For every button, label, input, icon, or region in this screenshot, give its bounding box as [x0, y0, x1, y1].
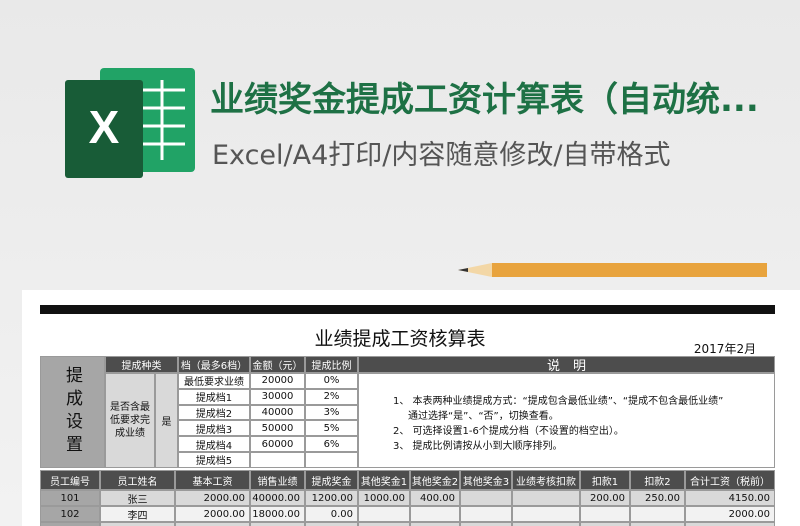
tier-cell: 提成档5 — [178, 452, 250, 468]
settings-header: 档（最多6档） — [178, 356, 250, 373]
column-header: 业绩考核扣款 — [512, 470, 580, 490]
table-cell-empty — [305, 522, 358, 526]
tier-cell — [305, 452, 358, 468]
icon-grid — [140, 80, 185, 160]
table-cell — [580, 506, 630, 522]
table-cell — [512, 490, 580, 506]
table-cell-empty — [40, 522, 100, 526]
tier-cell: 提成档4 — [178, 436, 250, 452]
table-cell-empty — [685, 522, 775, 526]
table-cell-empty — [460, 522, 512, 526]
icon-letter: X — [89, 101, 120, 153]
table-cell-empty — [580, 522, 630, 526]
note-line: 3、 提成比例请按从小到大顺序排列。 — [393, 441, 563, 452]
table-cell: 李四 — [100, 506, 175, 522]
column-header: 其他奖金2 — [410, 470, 460, 490]
table-cell-empty — [175, 522, 250, 526]
table-cell-empty — [250, 522, 305, 526]
settings-header: 提成种类 — [105, 356, 178, 373]
tier-cell: 提成档3 — [178, 420, 250, 437]
table-cell — [358, 506, 410, 522]
column-header: 其他奖金1 — [358, 470, 410, 490]
tier-cell: 最低要求业绩 — [178, 373, 250, 389]
tier-cell: 0% — [305, 373, 358, 389]
table-cell — [630, 506, 685, 522]
notes-title: 说 明 — [358, 356, 775, 373]
tier-cell: 50000 — [250, 420, 305, 437]
subtitle: Excel/A4打印/内容随意修改/自带格式 — [212, 139, 671, 171]
sheet-date: 2017年2月 — [693, 341, 757, 356]
table-cell: 张三 — [100, 490, 175, 506]
table-cell: 2000.00 — [685, 506, 775, 522]
sheet-bar — [40, 305, 775, 314]
tier-cell: 提成档2 — [178, 404, 250, 421]
table-cell-empty — [358, 522, 410, 526]
excel-icon: X — [65, 68, 195, 178]
pencil-lead — [458, 268, 468, 272]
table-cell: 1000.00 — [358, 490, 410, 506]
table-cell: 102 — [40, 506, 100, 522]
table-cell — [460, 506, 512, 522]
column-header: 其他奖金3 — [460, 470, 512, 490]
table-cell — [460, 490, 512, 506]
table-cell: 200.00 — [580, 490, 630, 506]
tier-cell: 5% — [305, 420, 358, 437]
table-cell: 2000.00 — [175, 490, 250, 506]
column-header: 提成奖金 — [305, 470, 358, 490]
notes-area — [358, 373, 775, 468]
tier-cell: 40000 — [250, 404, 305, 421]
table-cell-empty — [512, 522, 580, 526]
sheet-title: 业绩提成工资核算表 — [314, 327, 486, 350]
tier-cell: 60000 — [250, 436, 305, 452]
column-header: 基本工资 — [175, 470, 250, 490]
tier-cell: 20000 — [250, 373, 305, 389]
table-cell: 400.00 — [410, 490, 460, 506]
table-cell: 250.00 — [630, 490, 685, 506]
column-header: 员工姓名 — [100, 470, 175, 490]
note-line: 1、 本表两种业绩提成方式：“提成包含最低业绩”、“提成不包含最低业绩” — [393, 396, 724, 407]
pencil-body — [492, 263, 767, 277]
includes-min: 是否含最低要求完成业绩 — [105, 373, 155, 468]
table-cell: 40000.00 — [250, 490, 305, 506]
includes-min-value: 是 — [155, 373, 178, 468]
title: 业绩奖金提成工资计算表（自动统... — [210, 79, 759, 120]
icon-front — [65, 80, 143, 178]
table-cell: 18000.00 — [250, 506, 305, 522]
table-cell — [512, 506, 580, 522]
tier-cell — [250, 452, 305, 468]
pencil-tip — [458, 263, 492, 277]
tier-cell: 3% — [305, 404, 358, 421]
table-cell: 101 — [40, 490, 100, 506]
table-cell: 1200.00 — [305, 490, 358, 506]
column-header: 扣款2 — [630, 470, 685, 490]
tier-cell: 2% — [305, 388, 358, 405]
tier-cell: 30000 — [250, 388, 305, 405]
note-line: 2、 可选择设置1-6个提成分档（不设置的档空出）。 — [393, 426, 624, 437]
table-cell-empty — [100, 522, 175, 526]
table-cell: 4150.00 — [685, 490, 775, 506]
column-header: 员工编号 — [40, 470, 100, 490]
column-header: 扣款1 — [580, 470, 630, 490]
column-header: 合计工资（税前） — [685, 470, 775, 490]
settings-header: 提成比例 — [305, 356, 358, 373]
tier-cell: 提成档1 — [178, 388, 250, 405]
settings-header: 金额（元） — [250, 356, 305, 373]
table-cell — [410, 506, 460, 522]
column-header: 销售业绩 — [250, 470, 305, 490]
note-line: 通过选择“是”、“否”，切换查看。 — [408, 411, 559, 422]
table-cell: 0.00 — [305, 506, 358, 522]
table-cell-empty — [410, 522, 460, 526]
table-cell-empty — [630, 522, 685, 526]
table-cell: 2000.00 — [175, 506, 250, 522]
tier-cell: 6% — [305, 436, 358, 452]
pencil — [458, 263, 767, 277]
settings-label: 提成设置 — [40, 356, 105, 468]
